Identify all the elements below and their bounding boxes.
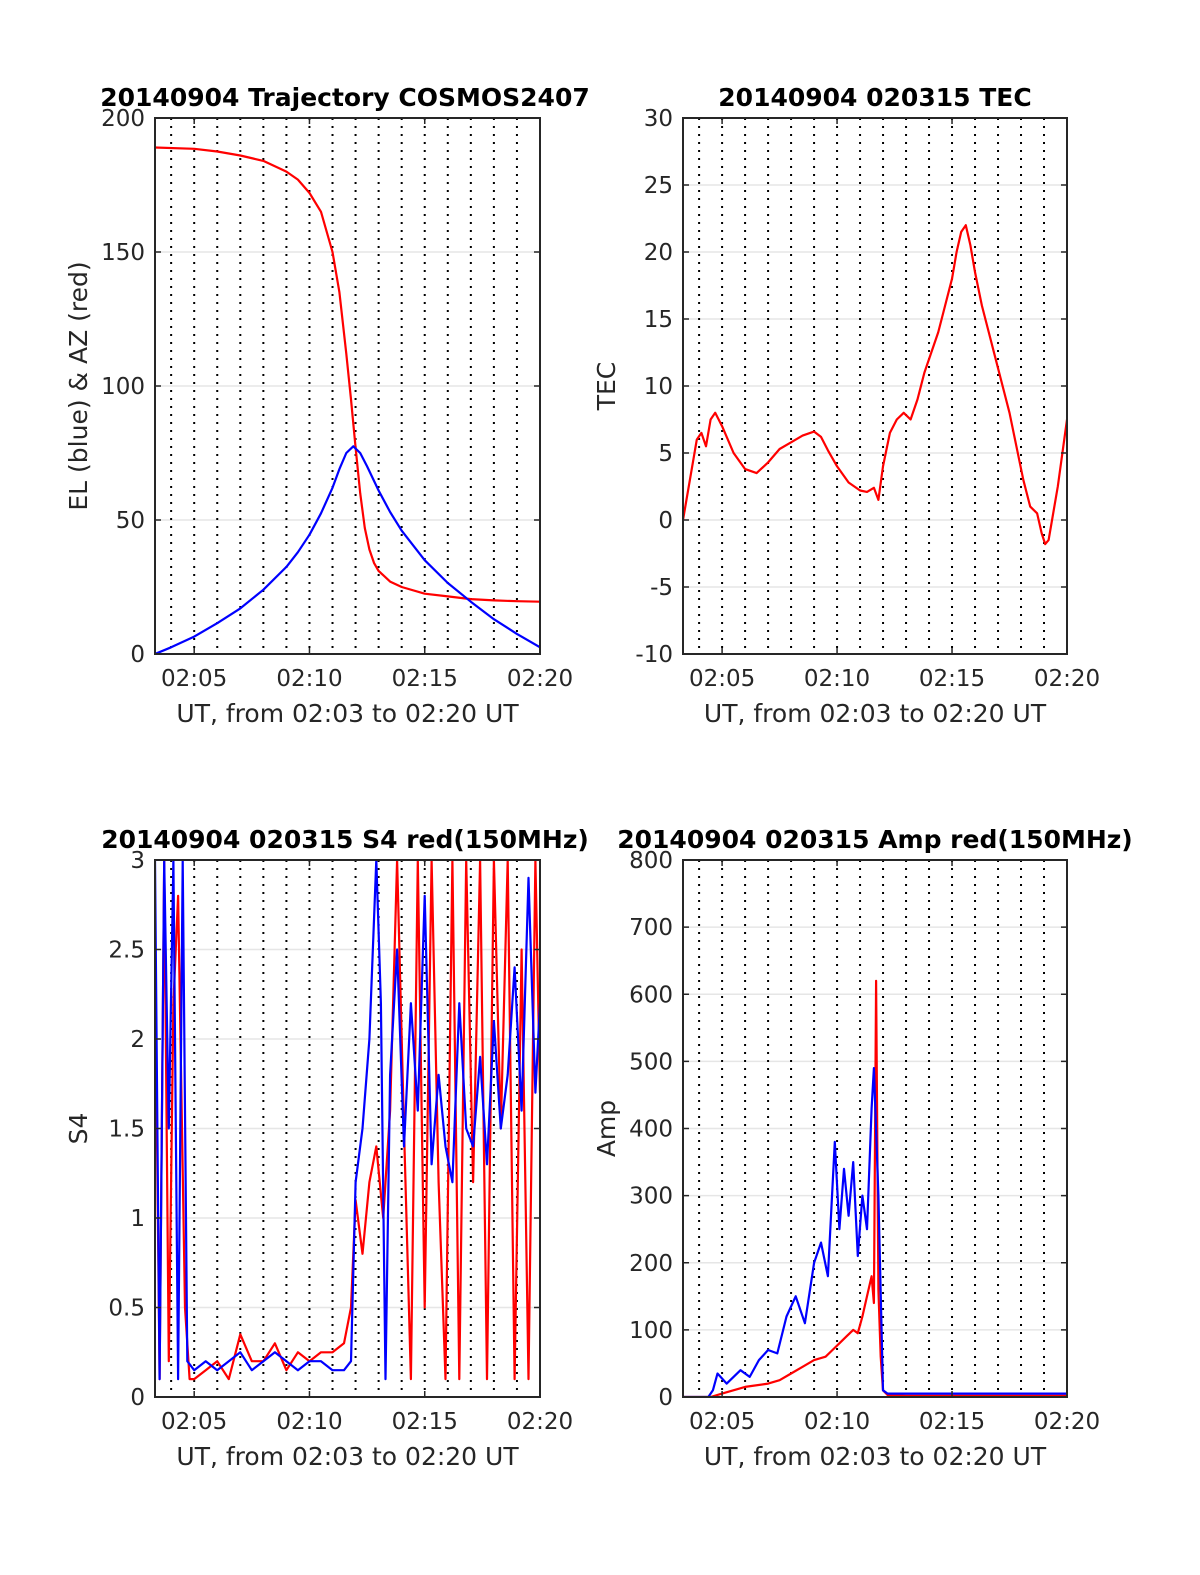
s4-ytick-label: 0.5 — [108, 1296, 145, 1322]
amp-ytick-label: 600 — [629, 982, 673, 1008]
tec-ytick-label: -5 — [650, 575, 673, 601]
s4-ytick-label: 2 — [130, 1027, 145, 1053]
tec-ytick-label: 20 — [644, 240, 673, 266]
trajectory-ytick-label: 0 — [130, 642, 145, 668]
trajectory-ylabel: EL (blue) & AZ (red) — [64, 261, 93, 510]
tec-ylabel: TEC — [592, 362, 621, 412]
amp-ytick-label: 0 — [658, 1385, 673, 1411]
tec-ytick-label: 5 — [658, 441, 673, 467]
trajectory-ytick-label: 200 — [101, 106, 145, 132]
s4-xtick-label: 02:05 — [161, 1409, 227, 1435]
amp-ytick-label: 500 — [629, 1049, 673, 1075]
amp-ytick-label: 300 — [629, 1184, 673, 1210]
trajectory-xlabel: UT, from 02:03 to 02:20 UT — [176, 699, 519, 728]
tec-ytick-label: 10 — [644, 374, 673, 400]
tec-xtick-label: 02:10 — [804, 666, 870, 692]
amp-xtick-label: 02:15 — [919, 1409, 985, 1435]
tec-title: 20140904 020315 TEC — [718, 83, 1031, 112]
amp-ytick-label: 700 — [629, 915, 673, 941]
s4-xtick-label: 02:10 — [276, 1409, 342, 1435]
tec-xlabel: UT, from 02:03 to 02:20 UT — [704, 699, 1047, 728]
amp-series-blue — [683, 1066, 1067, 1397]
amp-xtick-label: 02:10 — [804, 1409, 870, 1435]
s4-series-red — [155, 860, 540, 1381]
tec-ytick-label: 15 — [644, 307, 673, 333]
tec-ytick-label: 25 — [644, 173, 673, 199]
s4-ytick-label: 2.5 — [108, 938, 145, 964]
trajectory-ytick-label: 50 — [116, 508, 145, 534]
trajectory-xtick-label: 02:20 — [507, 666, 573, 692]
amp-ytick-label: 200 — [629, 1251, 673, 1277]
trajectory-panel: 0 50 100 150 200 02:05 02:10 02:15 02:20 20140904… — [64, 83, 590, 728]
s4-title: 20140904 020315 S4 red(150MHz) — [101, 825, 589, 854]
s4-xlabel: UT, from 02:03 to 02:20 UT — [176, 1442, 519, 1471]
trajectory-xtick-label: 02:05 — [161, 666, 227, 692]
tec-ytick-label: 30 — [644, 106, 673, 132]
trajectory-xtick-label: 02:10 — [276, 666, 342, 692]
s4-ytick-label: 0 — [130, 1385, 145, 1411]
trajectory-ytick-label: 100 — [101, 374, 145, 400]
amp-xtick-label: 02:20 — [1034, 1409, 1100, 1435]
s4-ytick-label: 1 — [130, 1206, 145, 1232]
amp-ytick-label: 800 — [629, 848, 673, 874]
s4-series-blue — [155, 860, 540, 1381]
tec-series-red — [683, 224, 1067, 546]
amp-panel: 0 100 200 300 400 500 600 700 800 02:05 02:10 02:15… — [592, 825, 1133, 1471]
tec-ytick-label: 0 — [658, 508, 673, 534]
tec-ytick-label: -10 — [635, 642, 673, 668]
amp-title: 20140904 020315 Amp red(150MHz) — [617, 825, 1133, 854]
s4-xtick-label: 02:20 — [507, 1409, 573, 1435]
s4-panel: 0 0.5 1 1.5 2 2.5 3 02:05 02:10 02:15 02:20 2014090… — [64, 825, 589, 1471]
trajectory-series-blue — [155, 445, 540, 654]
amp-ylabel: Amp — [592, 1100, 621, 1157]
amp-ytick-label: 100 — [629, 1318, 673, 1344]
trajectory-title: 20140904 Trajectory COSMOS2407 — [100, 83, 590, 112]
trajectory-xtick-label: 02:15 — [392, 666, 458, 692]
tec-xtick-label: 02:15 — [919, 666, 985, 692]
s4-ytick-label: 3 — [130, 848, 145, 874]
tec-xtick-label: 02:05 — [689, 666, 755, 692]
amp-xtick-label: 02:05 — [689, 1409, 755, 1435]
amp-xlabel: UT, from 02:03 to 02:20 UT — [704, 1442, 1047, 1471]
s4-xtick-label: 02:15 — [392, 1409, 458, 1435]
amp-ytick-label: 400 — [629, 1117, 673, 1143]
trajectory-ytick-label: 150 — [101, 240, 145, 266]
s4-ytick-label: 1.5 — [108, 1117, 145, 1143]
tec-panel: -10 -5 0 5 10 15 20 25 30 02:05 02:10 02:15 02:20 201… — [592, 83, 1100, 728]
s4-ylabel: S4 — [64, 1113, 93, 1145]
tec-xtick-label: 02:20 — [1034, 666, 1100, 692]
